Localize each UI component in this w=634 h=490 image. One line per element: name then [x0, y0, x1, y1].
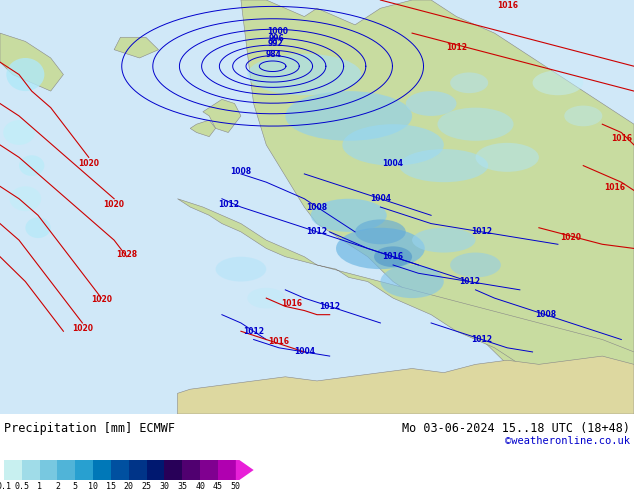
Bar: [200, 460, 218, 480]
Text: 1016: 1016: [268, 337, 290, 345]
Polygon shape: [241, 0, 634, 414]
Text: 20: 20: [124, 482, 134, 490]
Text: 1004: 1004: [370, 194, 391, 203]
Ellipse shape: [374, 246, 412, 267]
Ellipse shape: [247, 54, 361, 95]
Polygon shape: [0, 33, 63, 91]
Bar: [93, 460, 111, 480]
Ellipse shape: [10, 186, 41, 211]
Ellipse shape: [476, 143, 539, 172]
Text: 1012: 1012: [446, 43, 467, 51]
Text: 1020: 1020: [78, 159, 100, 168]
Text: 1016: 1016: [604, 183, 626, 193]
Bar: [58, 460, 75, 480]
Text: 1028: 1028: [116, 250, 138, 259]
Text: 45: 45: [213, 482, 223, 490]
Text: 1012: 1012: [306, 227, 328, 236]
Text: 25: 25: [141, 482, 152, 490]
Ellipse shape: [406, 91, 456, 116]
Text: 1016: 1016: [281, 299, 302, 308]
Bar: [183, 460, 200, 480]
Text: 1020: 1020: [91, 295, 112, 304]
Bar: [164, 460, 183, 480]
Ellipse shape: [399, 149, 488, 182]
Ellipse shape: [412, 228, 476, 252]
Text: 1016: 1016: [382, 252, 404, 261]
Ellipse shape: [25, 218, 51, 238]
Ellipse shape: [216, 257, 266, 282]
Bar: [218, 460, 236, 480]
Text: 1012: 1012: [458, 277, 480, 286]
FancyArrow shape: [236, 460, 254, 480]
Ellipse shape: [336, 228, 425, 269]
Text: 1004: 1004: [294, 347, 315, 356]
Text: 1020: 1020: [103, 200, 125, 209]
Ellipse shape: [450, 252, 501, 277]
Text: 1008: 1008: [230, 167, 252, 176]
Text: 0.1: 0.1: [0, 482, 11, 490]
Text: 1016: 1016: [611, 134, 632, 143]
Bar: [111, 460, 129, 480]
Text: 996: 996: [269, 34, 284, 43]
Text: 1012: 1012: [471, 227, 493, 236]
Ellipse shape: [6, 58, 44, 91]
Text: 30: 30: [160, 482, 169, 490]
Bar: [40, 460, 58, 480]
Bar: [146, 460, 164, 480]
Ellipse shape: [450, 73, 488, 93]
Bar: [4, 460, 22, 480]
Polygon shape: [178, 356, 634, 414]
Text: 984: 984: [266, 50, 281, 59]
Text: Precipitation [mm] ECMWF: Precipitation [mm] ECMWF: [4, 422, 175, 435]
Text: 1012: 1012: [217, 200, 239, 209]
Text: 1020: 1020: [560, 233, 581, 242]
Polygon shape: [178, 199, 634, 414]
Text: 2: 2: [55, 482, 60, 490]
Ellipse shape: [311, 199, 387, 232]
Text: 1012: 1012: [243, 327, 264, 336]
Ellipse shape: [355, 220, 406, 245]
Text: 1008: 1008: [306, 202, 328, 212]
Bar: [22, 460, 40, 480]
Text: 10: 10: [88, 482, 98, 490]
Polygon shape: [190, 120, 216, 137]
Ellipse shape: [342, 124, 444, 166]
Text: 1012: 1012: [471, 335, 493, 344]
Text: ©weatheronline.co.uk: ©weatheronline.co.uk: [505, 436, 630, 446]
Text: 0.5: 0.5: [15, 482, 29, 490]
Text: 50: 50: [231, 482, 241, 490]
Text: 35: 35: [178, 482, 187, 490]
Ellipse shape: [564, 105, 602, 126]
Text: Mo 03-06-2024 15..18 UTC (18+48): Mo 03-06-2024 15..18 UTC (18+48): [402, 422, 630, 435]
Text: 1: 1: [37, 482, 42, 490]
Polygon shape: [114, 37, 158, 58]
Text: 1020: 1020: [72, 324, 93, 333]
Text: 1012: 1012: [319, 302, 340, 311]
Text: 1008: 1008: [534, 310, 556, 319]
Ellipse shape: [3, 120, 35, 145]
Text: 5: 5: [73, 482, 78, 490]
Ellipse shape: [533, 71, 583, 95]
Ellipse shape: [247, 288, 285, 309]
Text: 1000: 1000: [267, 27, 288, 36]
Polygon shape: [203, 99, 241, 132]
Text: 1004: 1004: [382, 159, 404, 168]
Text: 40: 40: [195, 482, 205, 490]
Ellipse shape: [437, 108, 514, 141]
Bar: [129, 460, 146, 480]
Ellipse shape: [19, 155, 44, 176]
Bar: [75, 460, 93, 480]
Text: 1016: 1016: [496, 1, 518, 10]
Text: 15: 15: [106, 482, 116, 490]
Ellipse shape: [285, 91, 412, 141]
Text: 992: 992: [268, 39, 283, 49]
Ellipse shape: [380, 265, 444, 298]
